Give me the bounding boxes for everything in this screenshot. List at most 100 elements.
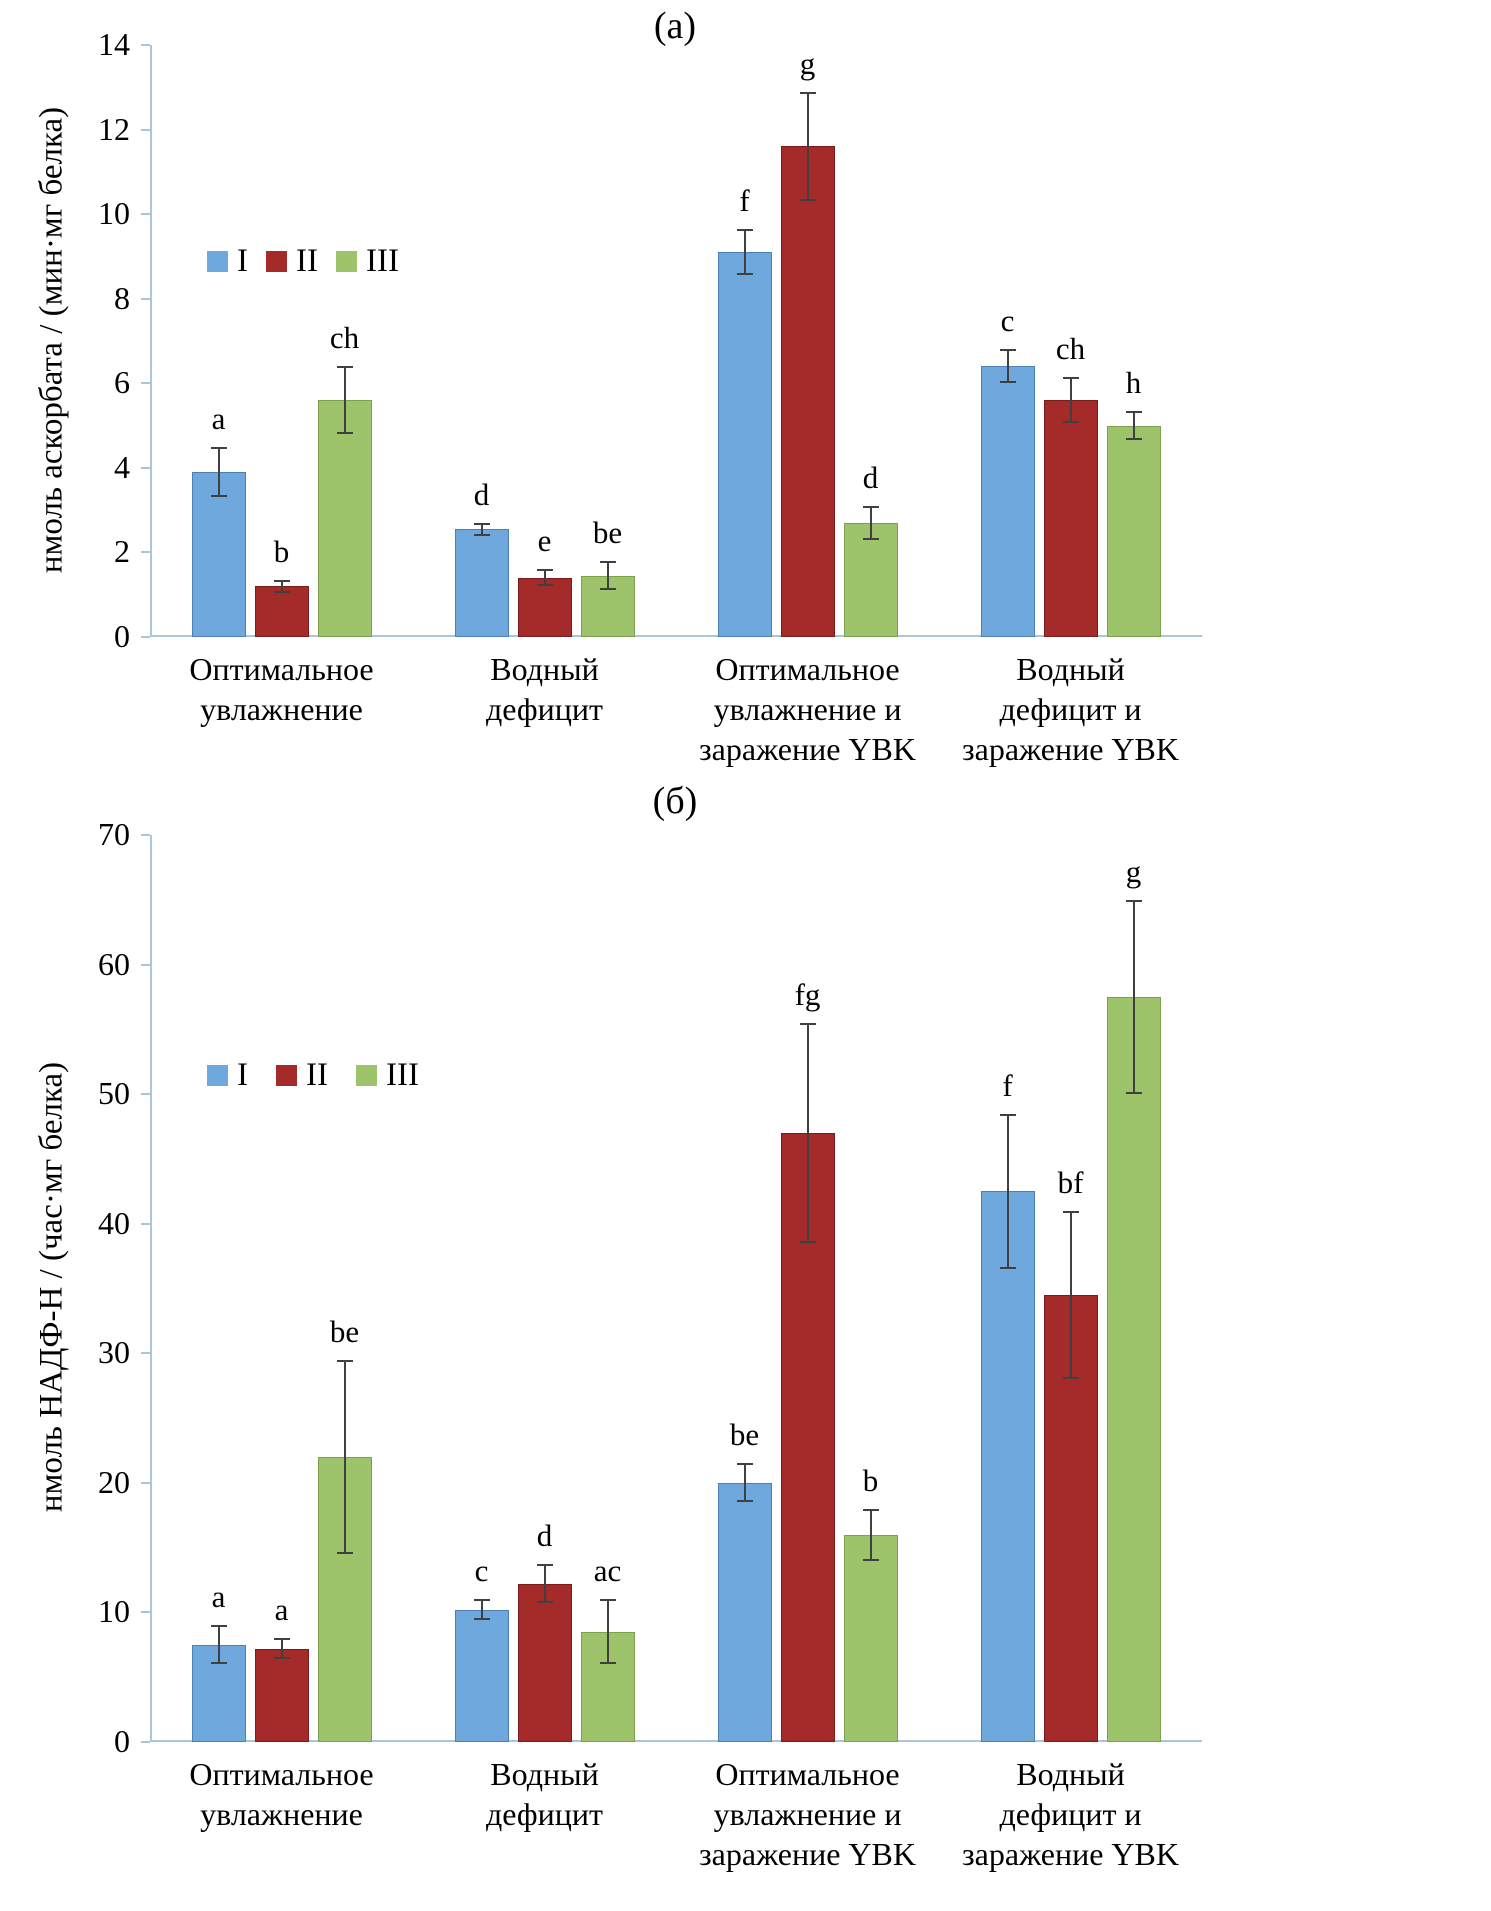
error-bar <box>862 1508 879 1561</box>
panel-a: (а) нмоль аскорбата / (мин·мг белка) I I… <box>0 0 1491 775</box>
y-tick-mark <box>141 128 150 131</box>
error-bar <box>999 1113 1016 1270</box>
y-tick-label: 2 <box>114 533 130 570</box>
legend-item: I <box>207 243 248 280</box>
significance-letter: f <box>739 182 750 218</box>
y-tick-label: 20 <box>98 1463 130 1500</box>
panel-b-title: (б) <box>652 780 698 822</box>
bar-I-group-2 <box>454 1609 509 1742</box>
significance-letter: ch <box>329 320 360 356</box>
error-bar <box>1062 376 1079 424</box>
legend-swatch-series-3 <box>355 1065 377 1086</box>
legend-item: I <box>207 1057 248 1094</box>
error-bar <box>336 1359 353 1555</box>
legend: I II III <box>207 1057 419 1094</box>
error-bar <box>736 228 753 276</box>
x-category-label: Водный дефицит <box>486 1756 603 1832</box>
panel-b: (б) нмоль НАДФ-Н / (час·мг белка) I II I… <box>0 775 1491 1911</box>
bar-II-group-1 <box>254 1648 309 1742</box>
y-tick-mark <box>141 1611 150 1614</box>
error-bar <box>473 522 490 536</box>
significance-letter: be <box>592 514 623 550</box>
error-bar <box>799 1022 816 1244</box>
bar-II-group-3 <box>780 146 835 637</box>
significance-letter: e <box>537 523 552 559</box>
legend-label: I <box>237 1057 248 1093</box>
bar-III-group-3 <box>843 522 898 637</box>
significance-letter: g <box>1125 853 1142 889</box>
legend-item: III <box>355 1057 419 1094</box>
panel-a-y-axis-title: нмоль аскорбата / (мин·мг белка) <box>33 106 70 574</box>
error-bar <box>1062 1210 1079 1380</box>
x-category-label: Оптимальное увлажнение <box>189 651 374 727</box>
significance-letter: be <box>729 1417 760 1453</box>
x-category-label: Водный дефицит <box>486 651 603 727</box>
error-bar <box>862 505 879 540</box>
y-tick-mark <box>141 466 150 469</box>
bar-I-group-1 <box>191 472 246 637</box>
bar-I-group-3 <box>717 252 772 637</box>
error-bar <box>536 569 553 587</box>
legend-swatch-series-3 <box>335 251 357 272</box>
y-tick-mark <box>141 1093 150 1096</box>
bar-I-group-4 <box>980 366 1035 637</box>
y-tick-label: 70 <box>98 816 130 852</box>
plot-area: I II III <box>150 45 1202 637</box>
bar-I-group-4 <box>980 1191 1035 1742</box>
error-bar <box>999 349 1016 384</box>
y-tick-label: 0 <box>114 618 130 654</box>
y-tick-label: 10 <box>98 1593 130 1630</box>
error-bar <box>736 1463 753 1503</box>
y-tick-mark <box>141 382 150 385</box>
bar-II-group-2 <box>517 577 572 637</box>
x-category-label: Оптимальное увлажнение и заражение YBK <box>699 651 916 767</box>
y-tick-mark <box>141 834 150 836</box>
significance-letter: d <box>473 476 490 512</box>
error-bar <box>336 366 353 435</box>
legend: I II III <box>207 243 399 280</box>
legend-label: III <box>365 243 399 279</box>
significance-letter: c <box>474 1553 489 1589</box>
error-bar <box>599 560 616 591</box>
legend-item: III <box>335 243 399 280</box>
error-bar <box>599 1599 616 1665</box>
significance-letter: a <box>274 1592 289 1628</box>
significance-letter: g <box>799 45 816 81</box>
y-tick-label: 4 <box>114 448 130 485</box>
error-bar <box>536 1564 553 1604</box>
bar-III-group-4 <box>1106 425 1161 637</box>
y-tick-mark <box>141 551 150 554</box>
significance-letter: d <box>862 459 879 495</box>
error-bar <box>273 1638 290 1660</box>
x-category-label: Оптимальное увлажнение и заражение YBK <box>699 1756 916 1872</box>
legend-label: II <box>306 1057 328 1093</box>
significance-letter: a <box>211 1579 226 1615</box>
y-tick-mark <box>141 1481 150 1484</box>
y-tick-label: 0 <box>114 1723 130 1759</box>
significance-letter: ac <box>593 1553 622 1589</box>
y-tick-label: 6 <box>114 364 130 401</box>
significance-letter: b <box>273 533 290 569</box>
y-tick-label: 10 <box>98 195 130 232</box>
error-bar <box>273 579 290 593</box>
y-tick-mark <box>141 44 150 46</box>
error-bar <box>210 1625 227 1665</box>
y-tick-label: 30 <box>98 1334 130 1371</box>
significance-letter: h <box>1125 364 1142 400</box>
significance-letter: f <box>1002 1067 1013 1103</box>
error-bar <box>799 91 816 202</box>
y-tick-label: 12 <box>98 110 130 147</box>
legend-label: III <box>385 1057 419 1093</box>
y-tick-label: 40 <box>98 1204 130 1241</box>
y-tick-mark <box>141 297 150 300</box>
legend-label: I <box>237 243 248 279</box>
y-tick-label: 50 <box>98 1075 130 1112</box>
bar-III-group-3 <box>843 1534 898 1742</box>
significance-letter: ch <box>1055 330 1086 366</box>
error-bar <box>473 1599 490 1621</box>
error-bar <box>210 446 227 498</box>
bar-I-group-3 <box>717 1482 772 1742</box>
significance-letter: bf <box>1057 1164 1084 1200</box>
x-category-label: Водный дефицит и заражение YBK <box>962 1756 1179 1872</box>
y-tick-mark <box>141 636 150 638</box>
